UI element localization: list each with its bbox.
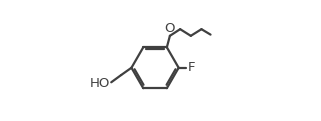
Text: F: F [188, 61, 195, 74]
Text: HO: HO [90, 77, 110, 90]
Text: O: O [165, 22, 175, 35]
